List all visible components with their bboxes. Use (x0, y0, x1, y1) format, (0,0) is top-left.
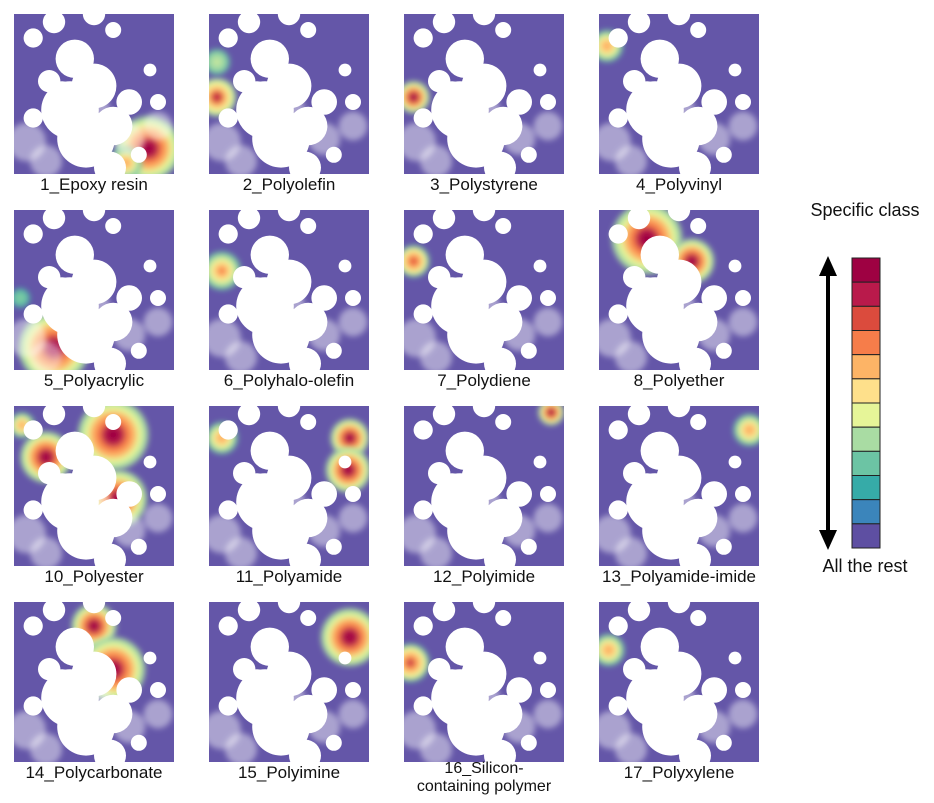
heatmap-panel: 3_Polystyrene (404, 14, 564, 214)
panel-label: 13_Polyamide-imide (601, 567, 757, 586)
hotspot (209, 49, 230, 75)
empty-region (23, 14, 166, 174)
panel-label: 14_Polycarbonate (25, 763, 163, 782)
hotspot (209, 251, 241, 290)
panel-map (209, 14, 369, 174)
panel-map (404, 602, 564, 762)
panel-label: 11_Polyamide (235, 567, 343, 586)
hotspot (209, 78, 237, 117)
heatmap-panel: 5_Polyacrylic (14, 210, 174, 410)
empty-region (608, 602, 751, 762)
heatmap-panel: 14_Polycarbonate (14, 602, 174, 802)
hotspot (14, 288, 30, 308)
panel-label: 5_Polyacrylic (43, 371, 145, 390)
colorbar-step (851, 402, 881, 428)
panel-map (404, 406, 564, 566)
arrow-down-icon (819, 530, 837, 550)
panel-map (14, 210, 174, 370)
arrow-up-icon (819, 256, 837, 276)
panel-label: 17_Polyxylene (623, 763, 735, 782)
heatmap-panel: 7_Polydiene (404, 210, 564, 410)
empty-region (218, 406, 361, 566)
colorbar-step (851, 499, 881, 525)
hotspot (404, 81, 430, 114)
panel-label: 6_Polyhalo-olefin (223, 371, 355, 390)
empty-region (23, 406, 166, 566)
empty-region (413, 602, 556, 762)
panel-map (209, 602, 369, 762)
hotspot (599, 634, 625, 666)
heatmap-panel: 6_Polyhalo-olefin (209, 210, 369, 410)
empty-region (413, 14, 556, 174)
empty-region (218, 602, 361, 762)
panel-map (404, 210, 564, 370)
panel-map (209, 210, 369, 370)
colorbar-step (851, 523, 881, 549)
empty-region (23, 602, 166, 762)
panel-label: 2_Polyolefin (242, 175, 336, 194)
panel-label: 12_Polyimide (432, 567, 536, 586)
empty-region (413, 210, 556, 370)
hotspot (404, 643, 430, 682)
heatmap-panel: 11_Polyamide (209, 406, 369, 606)
panel-label: 1_Epoxy resin (40, 175, 148, 194)
colorbar (819, 256, 881, 550)
heatmap-panel: 1_Epoxy resin (14, 14, 174, 214)
heatmap-panel: 12_Polyimide (404, 406, 564, 606)
colorbar-step (851, 257, 881, 283)
empty-region (608, 14, 751, 174)
legend-bottom-label: All the rest (822, 556, 908, 576)
empty-region (608, 406, 751, 566)
heatmap-grid: 1_Epoxy resin 2_Polyolefin 3_Polystyrene 4_… (14, 14, 759, 802)
colorbar-step (851, 281, 881, 307)
panel-map (14, 14, 174, 174)
panel-label: 8_Polyether (633, 371, 725, 390)
empty-region (218, 210, 361, 370)
hotspot (733, 414, 759, 446)
colorbar-step (851, 426, 881, 452)
heatmap-panel: 16_Silicon-containing polymer (404, 602, 564, 802)
hotspot (404, 245, 430, 278)
hotspot (321, 608, 369, 666)
heatmap-panel: 10_Polyester (14, 406, 174, 606)
colorbar-step (851, 354, 881, 380)
panel-label: 3_Polystyrene (430, 175, 538, 194)
colorbar-step (851, 330, 881, 356)
panel-label: 16_Silicon-containing polymer (416, 760, 552, 795)
colorbar-step (851, 475, 881, 501)
colorbar-legend: Specific class All the rest (790, 190, 934, 590)
legend-top-label: Specific class (810, 200, 920, 220)
panel-map (599, 14, 759, 174)
panel-map (14, 602, 174, 762)
heatmap-panel: 15_Polyimine (209, 602, 369, 802)
panel-map (404, 14, 564, 174)
heatmap-panel: 13_Polyamide-imide (599, 406, 759, 606)
panel-map (599, 406, 759, 566)
panel-label: 10_Polyester (44, 567, 144, 586)
panel-label: 4_Polyvinyl (636, 175, 722, 194)
panel-label: 7_Polydiene (437, 371, 531, 390)
heatmap-panel: 4_Polyvinyl (599, 14, 759, 214)
panel-map (599, 210, 759, 370)
heatmap-panel: 17_Polyxylene (599, 602, 759, 802)
heatmap-panel: 2_Polyolefin (209, 14, 369, 214)
empty-region (608, 210, 751, 370)
colorbar-step (851, 450, 881, 477)
panel-map (209, 406, 369, 566)
empty-region (413, 406, 556, 566)
heatmap-panel: 8_Polyether (599, 210, 759, 410)
hotspot (538, 406, 564, 426)
hotspot (78, 406, 149, 470)
panel-map (14, 406, 174, 566)
empty-region (23, 210, 166, 370)
colorbar-step (851, 378, 881, 404)
empty-region (218, 14, 361, 174)
panel-label: 15_Polyimine (237, 763, 341, 782)
hotspot (330, 418, 369, 458)
panel-map (599, 602, 759, 762)
colorbar-step (851, 305, 881, 332)
